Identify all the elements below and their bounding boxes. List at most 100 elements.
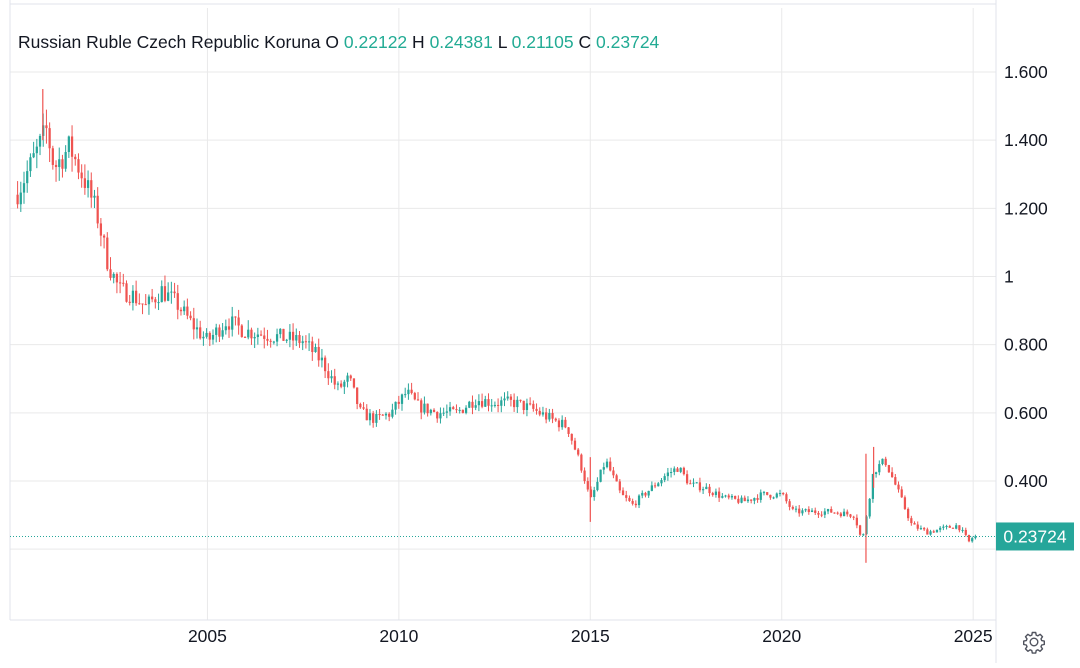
candle-body	[580, 454, 583, 471]
candle-body	[352, 378, 356, 388]
candle-body	[753, 498, 756, 501]
candle-body	[173, 291, 176, 294]
candle-body	[657, 483, 660, 487]
candle-body	[131, 290, 135, 303]
candle-body	[673, 468, 676, 473]
candle-body	[455, 409, 458, 411]
candle-body	[548, 412, 551, 420]
candle-body	[756, 498, 759, 500]
candle-body	[202, 336, 205, 339]
candle-body	[413, 393, 416, 400]
candle-body	[112, 273, 115, 278]
candle-body	[586, 481, 589, 490]
candle-body	[410, 389, 413, 394]
x-tick-label: 2020	[762, 626, 801, 646]
candle-body	[375, 414, 378, 423]
candle-body	[945, 526, 948, 528]
candle-body	[432, 409, 436, 412]
candle-body	[29, 157, 32, 172]
candle-body	[663, 476, 666, 481]
candle-body	[54, 164, 58, 168]
candle-body	[785, 494, 788, 502]
candle-body	[176, 293, 179, 310]
candle-body	[609, 461, 612, 471]
candle-body	[564, 419, 567, 428]
y-tick-label: 0.400	[1004, 471, 1048, 491]
candle-body	[817, 512, 820, 515]
candle-body	[128, 301, 131, 303]
candle-body	[669, 472, 673, 474]
legend-close-value: 0.23724	[596, 32, 660, 52]
candle-body	[682, 467, 686, 475]
candle-body	[778, 493, 782, 495]
candle-body	[349, 375, 352, 379]
candle-body	[189, 315, 192, 319]
candle-body	[439, 413, 442, 419]
candle-body	[807, 509, 810, 513]
candle-body	[327, 371, 330, 379]
candle-body	[525, 403, 529, 411]
candle-body	[842, 511, 846, 517]
candle-body	[605, 461, 609, 468]
candle-body	[532, 403, 535, 409]
candle-body	[493, 404, 497, 406]
candle-body	[541, 412, 545, 415]
candle-body	[772, 497, 775, 499]
candle-body	[496, 404, 500, 406]
candle-body	[554, 418, 557, 421]
candle-body	[285, 339, 288, 341]
candle-body	[676, 468, 679, 472]
candle-body	[26, 171, 29, 184]
candle-body	[599, 469, 602, 482]
legend: Russian Ruble Czech Republic Koruna O 0.…	[18, 32, 659, 53]
candle-body	[96, 195, 99, 224]
candle-body	[448, 407, 452, 412]
x-tick-label: 2015	[571, 626, 610, 646]
candle-body	[509, 396, 513, 400]
candle-body	[932, 531, 935, 533]
candle-body	[333, 376, 336, 385]
candle-body	[445, 411, 448, 413]
y-tick-label: 1.400	[1004, 130, 1048, 150]
candle-body	[878, 464, 881, 473]
candle-body	[500, 400, 503, 406]
candle-body	[788, 501, 791, 507]
candle-body	[259, 334, 263, 336]
candle-body	[48, 128, 51, 149]
candle-body	[16, 194, 19, 205]
candle-body	[102, 235, 106, 238]
candle-body	[512, 399, 516, 408]
legend-title: Russian Ruble Czech Republic Koruna	[18, 32, 321, 52]
candle-body	[429, 409, 432, 414]
axis-layer: 1.600 1.400 1.200 1 0.800 0.600 0.400 2005 2010 2…	[10, 62, 1074, 646]
candle-body	[625, 495, 628, 498]
candle-body	[724, 495, 727, 497]
candle-body	[545, 412, 548, 420]
candle-body	[782, 493, 785, 495]
candle-body	[762, 492, 766, 494]
candle-body	[77, 159, 80, 173]
candle-body	[147, 296, 151, 305]
candle-body	[179, 309, 183, 312]
candle-body	[919, 528, 923, 530]
candle-body	[368, 413, 372, 421]
gear-icon[interactable]	[1022, 630, 1046, 654]
legend-high-label: H	[412, 32, 425, 52]
candle-body	[881, 458, 884, 465]
candle-body	[74, 156, 77, 160]
candle-body	[535, 408, 538, 411]
candle-body	[243, 336, 247, 338]
candle-body	[698, 482, 702, 491]
candle-body	[298, 335, 301, 344]
candle-body	[746, 499, 750, 502]
candle-body	[109, 269, 112, 278]
candle-body	[791, 506, 794, 509]
candle-body	[823, 511, 826, 515]
candle-body	[135, 290, 138, 304]
candle-body	[356, 387, 359, 404]
candle-body	[714, 491, 718, 495]
candle-body	[218, 327, 221, 337]
candle-body	[692, 482, 695, 484]
